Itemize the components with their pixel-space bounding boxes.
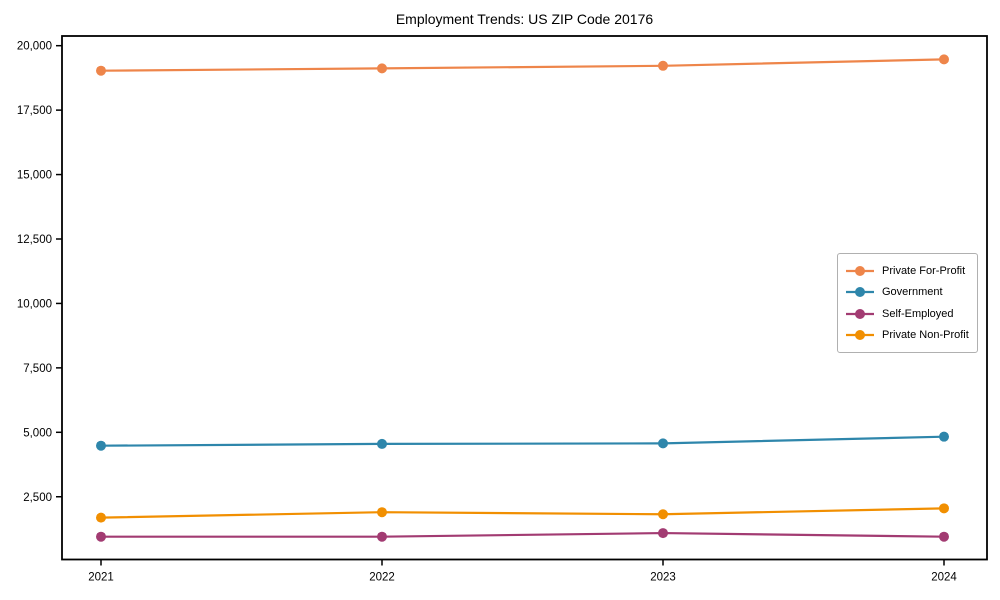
data-point-self-employed-2024 [939, 531, 949, 542]
legend-marker-icon [846, 287, 874, 298]
y-tick-label: 15,000 [17, 170, 52, 182]
y-tick-label: 12,500 [17, 234, 52, 246]
data-point-private-for-profit-2024 [939, 54, 949, 65]
data-point-private-non-profit-2023 [658, 509, 668, 520]
legend-entry-private-for-profit: Private For-Profit [845, 260, 969, 282]
x-tick-label: 2021 [88, 572, 114, 584]
data-point-private-for-profit-2021 [96, 65, 106, 76]
data-point-government-2022 [377, 438, 387, 449]
legend-label-self-employed: Self-Employed [882, 307, 954, 320]
data-point-private-non-profit-2022 [377, 507, 387, 518]
legend-marker-icon [846, 330, 874, 341]
data-point-self-employed-2023 [658, 528, 668, 539]
data-point-self-employed-2022 [377, 531, 387, 542]
y-tick-label: 10,000 [17, 298, 52, 310]
y-tick-label: 7,500 [23, 363, 52, 375]
legend-marker-icon [846, 265, 874, 276]
data-point-private-for-profit-2022 [377, 63, 387, 74]
data-point-private-non-profit-2024 [939, 503, 949, 514]
y-tick-label: 20,000 [17, 41, 52, 53]
x-tick-label: 2022 [369, 572, 395, 584]
legend-label-private-for-profit: Private For-Profit [882, 264, 966, 277]
legend-dot [855, 265, 865, 276]
y-tick-label: 17,500 [17, 105, 52, 117]
legend-entry-government: Government [845, 282, 969, 304]
data-point-government-2023 [658, 438, 668, 449]
series-line-private-for-profit [99, 58, 946, 72]
legend-label-government: Government [882, 286, 943, 299]
legend-entry-self-employed: Self-Employed [845, 303, 969, 325]
legend-dot [855, 330, 865, 341]
chart-title: Employment Trends: US ZIP Code 20176 [395, 11, 654, 27]
series-line-self-employed [99, 531, 946, 538]
legend-marker-icon [846, 308, 874, 319]
series-line-private-non-profit [99, 507, 946, 519]
data-point-private-non-profit-2021 [96, 512, 106, 523]
chart-legend: Private For-Profit Government Self-Employe… [837, 253, 978, 353]
legend-label-private-non-profit: Private Non-Profit [882, 329, 969, 342]
plot-border [61, 35, 988, 561]
data-point-self-employed-2021 [96, 531, 106, 542]
data-point-private-for-profit-2023 [658, 60, 668, 71]
legend-dot [855, 287, 865, 298]
y-tick-label: 2,500 [23, 492, 52, 504]
y-tick-label: 5,000 [23, 427, 52, 439]
x-tick-label: 2024 [931, 572, 957, 584]
series-line-government [99, 435, 946, 447]
data-point-government-2024 [939, 431, 949, 442]
legend-entry-private-non-profit: Private Non-Profit [845, 325, 969, 347]
data-point-government-2021 [96, 440, 106, 451]
legend-dot [855, 308, 865, 319]
x-tick-label: 2023 [650, 572, 676, 584]
